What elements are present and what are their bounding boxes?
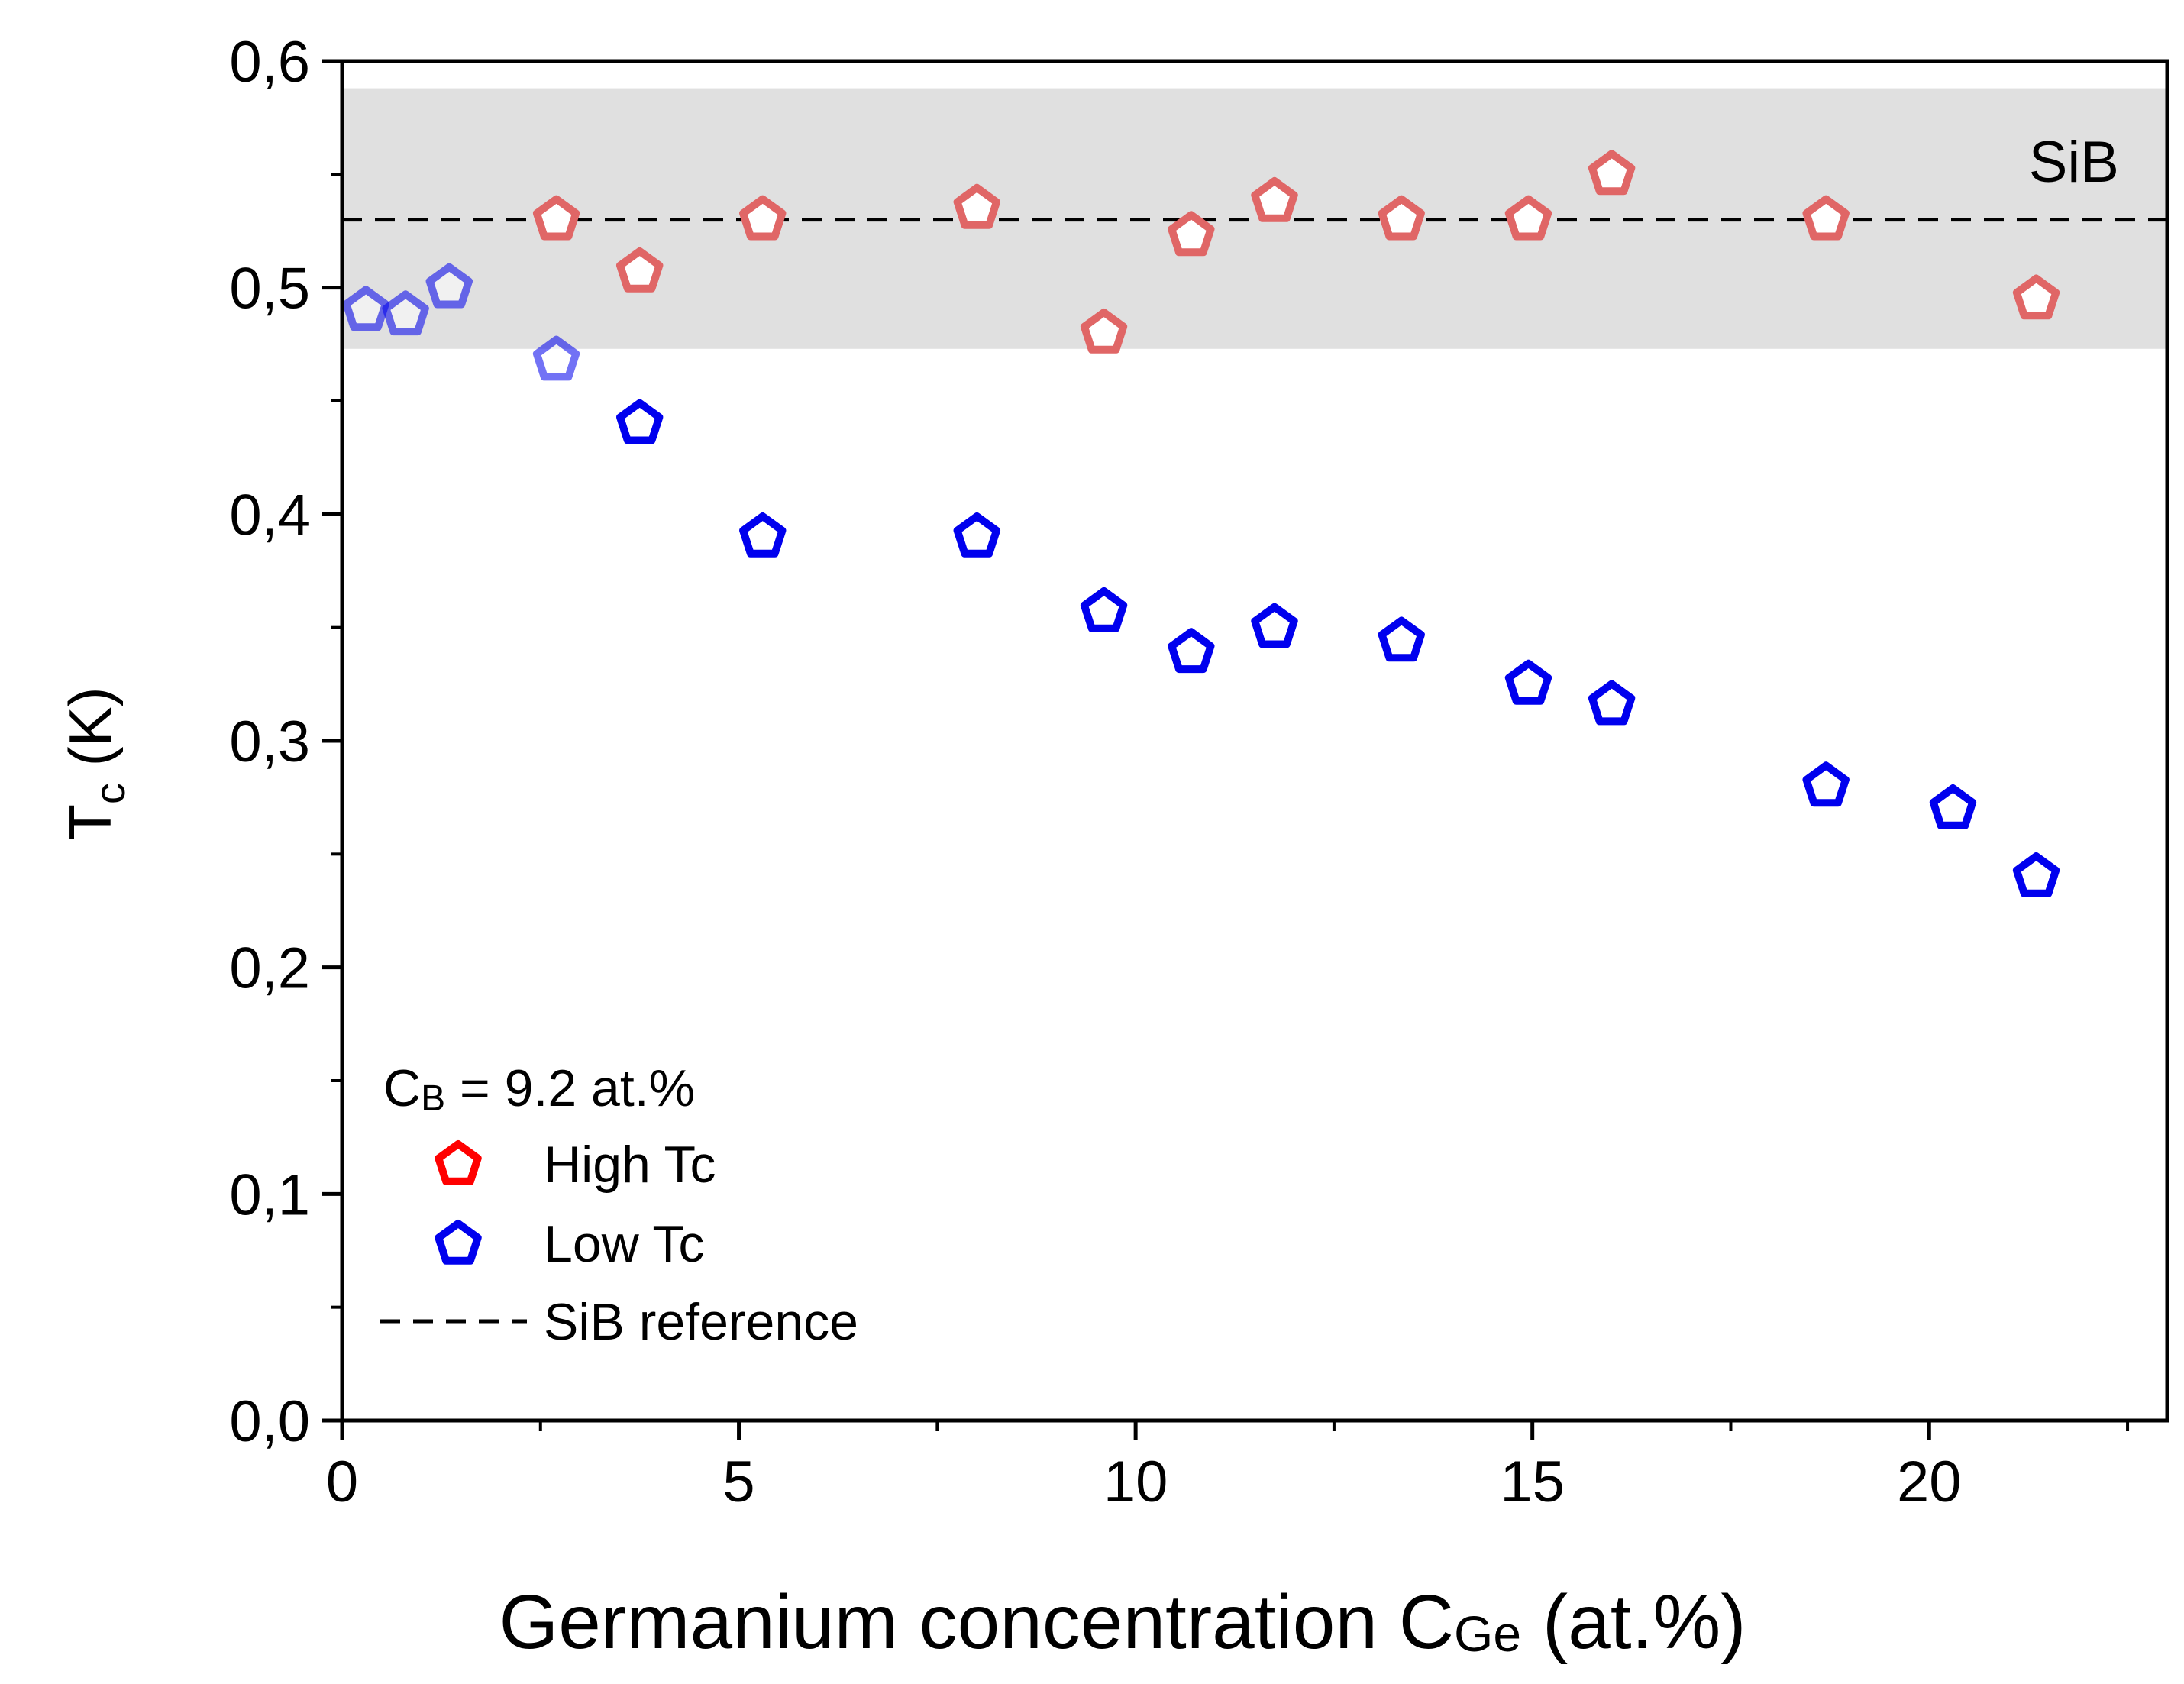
data-point: [1251, 603, 1298, 648]
x-axis-label: Germanium concentration CGe (at.%): [499, 1579, 1746, 1665]
data-point: [953, 512, 1000, 558]
x-tick-label: 5: [722, 1450, 754, 1514]
data-point: [616, 399, 664, 444]
data-point: [425, 263, 473, 309]
data-point: [2012, 274, 2060, 320]
data-point: [532, 335, 580, 381]
legend-label-reference: SiB reference: [544, 1293, 858, 1351]
legend-header-main: C: [383, 1059, 421, 1117]
data-point: [1080, 309, 1128, 354]
data-point: [953, 183, 1000, 229]
y-tick-label: 0,0: [229, 1389, 310, 1454]
y-tick-label: 0,3: [229, 709, 310, 774]
legend-label-high-tc: High Tc: [544, 1136, 716, 1194]
data-point: [1802, 761, 1850, 807]
y-axis-label-main: T: [57, 804, 124, 841]
series-high-tc: [532, 150, 2060, 354]
data-point: [616, 247, 664, 293]
legend-symbol-low-tc: [435, 1220, 482, 1265]
data-point: [382, 290, 429, 336]
data-point: [1588, 150, 1636, 196]
x-axis-label-sub: Ge: [1454, 1605, 1521, 1662]
data-point: [1378, 195, 1425, 241]
data-point: [532, 195, 580, 241]
data-point: [1504, 195, 1552, 241]
legend-header-tail: = 9.2 at.%: [445, 1059, 695, 1117]
data-point: [1168, 211, 1215, 257]
band-label: SiB: [2029, 130, 2119, 195]
legend-label-low-tc: Low Tc: [544, 1215, 704, 1273]
data-point: [739, 512, 787, 558]
legend-header-sub: B: [421, 1078, 445, 1119]
data-point: [1168, 628, 1215, 674]
y-axis-label: Tc (K): [57, 687, 134, 840]
data-point: [1080, 587, 1128, 632]
x-tick-label: 20: [1897, 1450, 1962, 1514]
y-axis-label-tail: (K): [57, 687, 124, 783]
y-axis-label-sub: c: [86, 783, 134, 804]
y-tick-label: 0,6: [229, 30, 310, 95]
data-point: [739, 195, 787, 241]
data-point: [1588, 680, 1636, 726]
y-tick-label: 0,1: [229, 1162, 310, 1227]
data-point: [342, 286, 389, 331]
data-point: [1802, 195, 1850, 241]
data-point: [2012, 852, 2060, 897]
x-tick-label: 15: [1500, 1450, 1565, 1514]
data-point: [1929, 784, 1977, 829]
x-axis-label-tail: (at.%): [1521, 1579, 1746, 1665]
x-tick-label: 0: [326, 1450, 358, 1514]
data-point: [1378, 616, 1425, 662]
series-low-tc: [342, 263, 2060, 897]
y-tick-label: 0,2: [229, 936, 310, 1001]
data-point: [1251, 176, 1298, 222]
y-tick-label: 0,5: [229, 257, 310, 322]
legend-header: CB = 9.2 at.%: [383, 1059, 695, 1119]
data-point: [1504, 659, 1552, 705]
x-axis-label-main: Germanium concentration C: [499, 1579, 1454, 1665]
legend-symbol-high-tc: [435, 1140, 482, 1185]
x-tick-label: 10: [1103, 1450, 1168, 1514]
y-tick-label: 0,4: [229, 483, 310, 548]
